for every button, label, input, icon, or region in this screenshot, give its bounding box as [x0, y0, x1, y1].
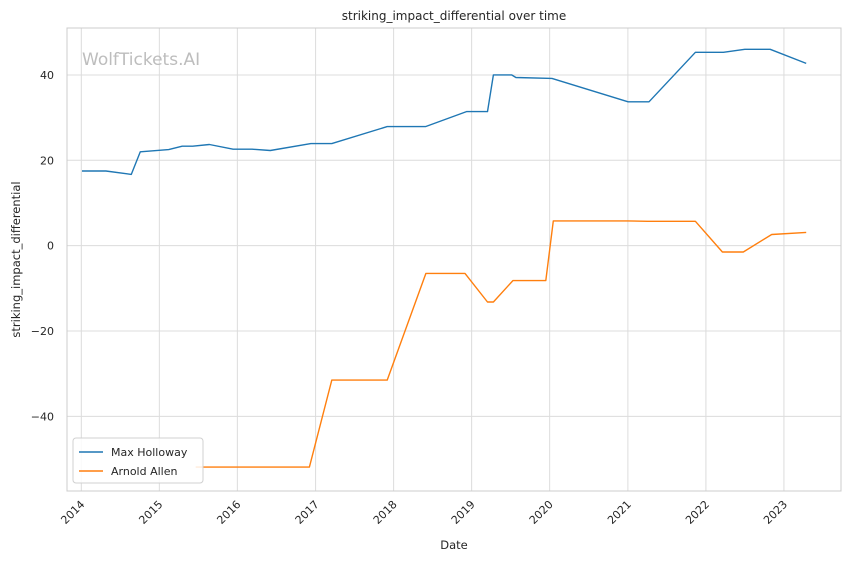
- x-tick-label: 2017: [293, 498, 322, 527]
- series-line-arnold-allen: [195, 220, 807, 468]
- x-tick-label: 2016: [214, 498, 243, 527]
- y-tick-labels: −40 −20 0 20 40: [31, 69, 54, 423]
- series-layer: [82, 48, 807, 468]
- legend-box: [72, 437, 204, 484]
- x-tick-label: 2020: [527, 498, 556, 527]
- x-tick-label: 2019: [449, 498, 478, 527]
- legend-label: Arnold Allen: [111, 465, 177, 478]
- plot-area-frame: [66, 27, 842, 492]
- y-tick-label: 0: [47, 240, 54, 253]
- x-tick-label: 2023: [761, 498, 790, 527]
- x-tick-labels: 2014 2015 2016 2017 2018 2019 2020 2021 2022 2023: [58, 498, 790, 527]
- grid: [67, 28, 841, 491]
- x-axis-label: Date: [440, 538, 468, 552]
- y-tick-label: −20: [31, 325, 54, 338]
- y-tick-label: 20: [40, 154, 54, 167]
- x-tick-label: 2022: [683, 498, 712, 527]
- series-line-max-holloway: [82, 48, 807, 176]
- watermark: WolfTickets.AI: [82, 50, 200, 70]
- x-tick-label: 2018: [371, 498, 400, 527]
- y-tick-label: 40: [40, 69, 54, 82]
- y-axis-label: striking_impact_differential: [9, 181, 23, 337]
- chart-title: striking_impact_differential over time: [342, 9, 567, 23]
- legend: Max Holloway Arnold Allen: [72, 437, 204, 484]
- x-tick-label: 2015: [136, 498, 165, 527]
- x-tick-label: 2021: [605, 498, 634, 527]
- legend-label: Max Holloway: [111, 446, 188, 459]
- y-tick-label: −40: [31, 410, 54, 423]
- x-tick-label: 2014: [58, 498, 87, 527]
